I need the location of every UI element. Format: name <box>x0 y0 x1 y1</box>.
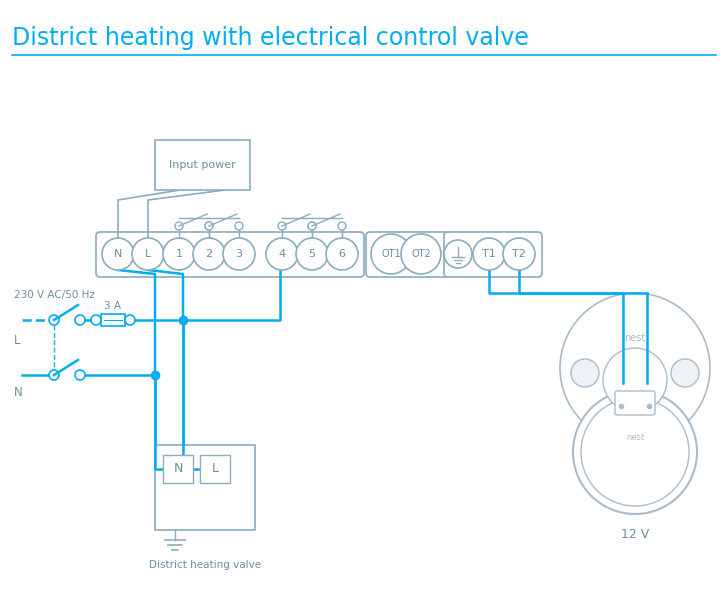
Circle shape <box>235 222 243 230</box>
Circle shape <box>175 222 183 230</box>
Circle shape <box>401 234 441 274</box>
Text: 1: 1 <box>175 249 183 259</box>
Circle shape <box>326 238 358 270</box>
Circle shape <box>573 390 697 514</box>
Text: 5: 5 <box>309 249 315 259</box>
Text: 12 V: 12 V <box>621 527 649 541</box>
Circle shape <box>338 222 346 230</box>
Circle shape <box>205 222 213 230</box>
Text: N: N <box>173 463 183 476</box>
Bar <box>163 455 193 483</box>
FancyBboxPatch shape <box>444 232 542 277</box>
Text: District heating valve: District heating valve <box>149 560 261 570</box>
Text: L: L <box>145 249 151 259</box>
Bar <box>200 455 230 483</box>
Circle shape <box>671 359 699 387</box>
Text: 3: 3 <box>235 249 242 259</box>
FancyBboxPatch shape <box>366 232 449 277</box>
Bar <box>155 140 250 190</box>
Bar <box>101 314 125 326</box>
Text: 2: 2 <box>205 249 213 259</box>
Text: 6: 6 <box>339 249 346 259</box>
Circle shape <box>278 222 286 230</box>
Text: L: L <box>212 463 218 476</box>
Circle shape <box>49 370 59 380</box>
Circle shape <box>91 315 101 325</box>
Circle shape <box>102 238 134 270</box>
Circle shape <box>296 238 328 270</box>
Text: T1: T1 <box>482 249 496 259</box>
Text: nest: nest <box>625 333 646 343</box>
Text: OT1: OT1 <box>381 249 401 259</box>
Circle shape <box>603 348 667 412</box>
FancyBboxPatch shape <box>96 232 364 277</box>
Text: T2: T2 <box>512 249 526 259</box>
Text: N: N <box>114 249 122 259</box>
Text: Input power: Input power <box>169 160 236 170</box>
Text: nest: nest <box>626 432 644 441</box>
Circle shape <box>308 222 316 230</box>
Bar <box>155 445 255 530</box>
Circle shape <box>132 238 164 270</box>
Circle shape <box>75 315 85 325</box>
Text: 230 V AC/50 Hz: 230 V AC/50 Hz <box>14 290 95 300</box>
Circle shape <box>163 238 195 270</box>
Text: 4: 4 <box>278 249 285 259</box>
Text: N: N <box>14 387 23 400</box>
Circle shape <box>503 238 535 270</box>
Circle shape <box>444 240 472 268</box>
Circle shape <box>560 293 710 443</box>
Circle shape <box>205 222 213 230</box>
Circle shape <box>193 238 225 270</box>
FancyBboxPatch shape <box>615 391 655 415</box>
Circle shape <box>473 238 505 270</box>
Text: District heating with electrical control valve: District heating with electrical control… <box>12 26 529 50</box>
Circle shape <box>308 222 316 230</box>
Text: 3 A: 3 A <box>105 301 122 311</box>
Circle shape <box>581 398 689 506</box>
Circle shape <box>266 238 298 270</box>
Circle shape <box>125 315 135 325</box>
Text: OT2: OT2 <box>411 249 431 259</box>
Circle shape <box>571 359 599 387</box>
Circle shape <box>75 370 85 380</box>
Circle shape <box>49 315 59 325</box>
Text: L: L <box>14 333 20 346</box>
Circle shape <box>371 234 411 274</box>
Circle shape <box>223 238 255 270</box>
